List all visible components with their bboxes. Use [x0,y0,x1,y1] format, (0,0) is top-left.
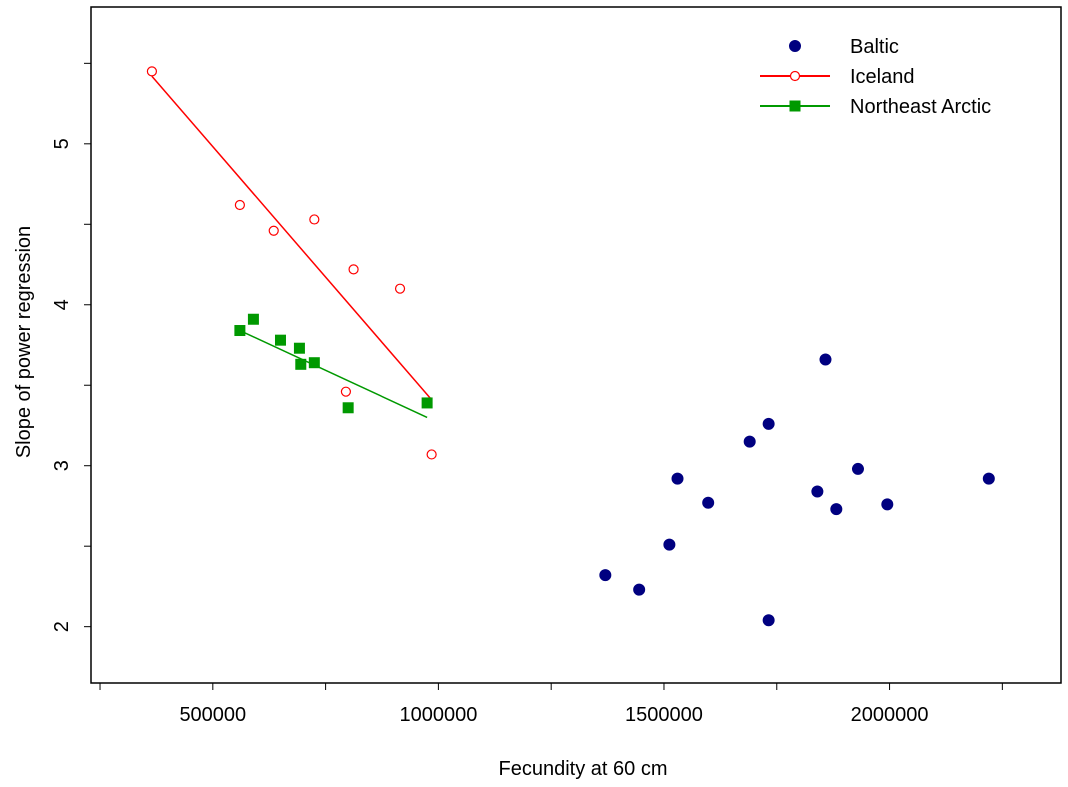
point-baltic [762,417,775,430]
point-northeast-arctic [293,342,305,354]
y-axis: 2 3 4 5 [51,62,91,632]
point-northeast-arctic [247,313,259,325]
fit-line-iceland [151,75,433,401]
fit-line-northeast-arctic [239,329,428,419]
point-northeast-arctic [274,334,286,346]
point-baltic [599,569,612,582]
legend-label-iceland: Iceland [850,66,915,88]
legend: Baltic Iceland Northeast Arctic [760,36,991,118]
point-iceland [394,283,406,294]
point-northeast-arctic [421,397,433,409]
legend-label-baltic: Baltic [850,36,899,58]
plot-frame [90,6,1062,684]
point-baltic [851,462,864,475]
y-tick-label: 3 [51,460,73,471]
y-axis-label: Slope of power regression [13,226,35,458]
x-tick-label: 1000000 [399,704,477,726]
point-baltic [702,496,715,509]
fit-lines [151,75,433,419]
y-tick-label: 5 [51,138,73,149]
point-baltic [811,485,824,498]
y-tick-label: 2 [51,621,73,632]
point-baltic [819,353,832,366]
x-tick-label: 1500000 [625,704,703,726]
point-baltic [881,498,894,511]
legend-marker-baltic [789,40,801,52]
x-axis-label: Fecundity at 60 cm [499,758,668,780]
point-northeast-arctic [342,402,354,414]
x-tick-label: 500000 [179,704,246,726]
point-iceland [309,214,320,225]
legend-label-northeast-arctic: Northeast Arctic [850,96,991,118]
point-iceland [234,199,245,211]
point-iceland [348,264,359,275]
point-baltic [633,583,646,596]
point-northeast-arctic [295,358,307,370]
x-tick-label: 2000000 [851,704,929,726]
point-northeast-arctic [234,325,246,337]
point-iceland [268,225,279,236]
point-iceland [146,66,158,77]
point-iceland [340,386,352,397]
legend-marker-northeast-arctic [789,100,801,112]
legend-marker-iceland [789,70,801,82]
point-baltic [830,503,843,516]
point-northeast-arctic [308,357,320,369]
point-baltic [982,472,995,485]
y-tick-label: 4 [51,299,73,310]
point-iceland [426,449,437,460]
point-baltic [762,614,775,627]
point-baltic [663,538,676,551]
x-axis: 500000 1000000 1500000 2000000 [99,683,1003,726]
data-points [146,66,995,627]
point-baltic [671,472,684,485]
point-baltic [743,435,756,448]
